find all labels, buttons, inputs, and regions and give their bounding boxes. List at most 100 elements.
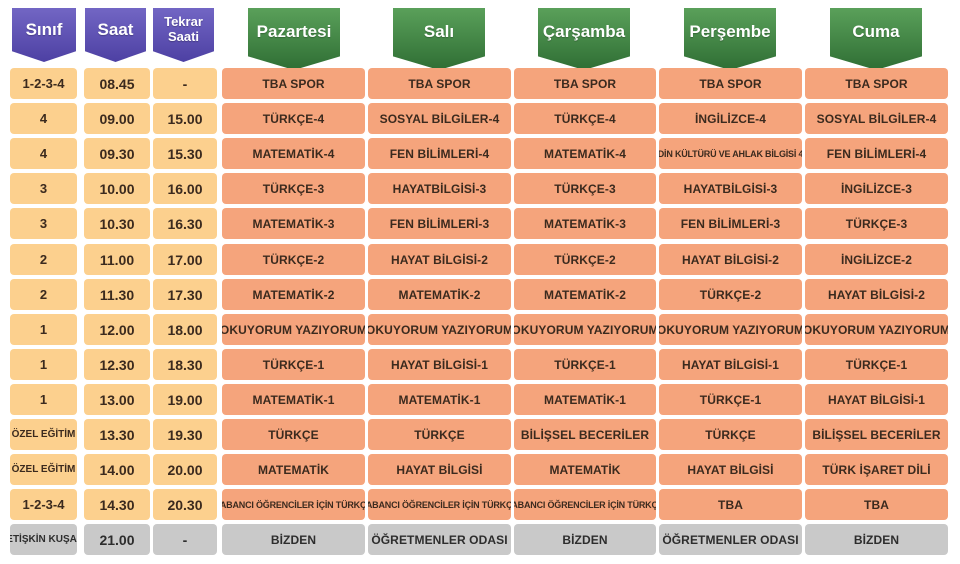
header-day-sali: Salı — [393, 8, 485, 70]
persembe-cell: ÖĞRETMENLER ODASI — [659, 524, 802, 555]
tekrar-saati-cell: 18.30 — [153, 349, 217, 380]
cuma-cell: BİLİŞSEL BECERİLER — [805, 419, 948, 450]
persembe-cell: OKUYORUM YAZIYORUM — [659, 314, 802, 345]
sali-cell: YABANCI ÖĞRENCİLER İÇİN TÜRKÇE — [368, 489, 511, 520]
cuma-cell: İNGİLİZCE-2 — [805, 244, 948, 275]
persembe-cell: HAYAT BİLGİSİ — [659, 454, 802, 485]
sinif-cell: 2 — [10, 279, 77, 310]
tekrar-saati-cell: 15.30 — [153, 138, 217, 169]
sali-cell: MATEMATİK-2 — [368, 279, 511, 310]
persembe-cell: HAYATBİLGİSİ-3 — [659, 173, 802, 204]
sali-cell: ÖĞRETMENLER ODASI — [368, 524, 511, 555]
sinif-cell: 1 — [10, 384, 77, 415]
sinif-cell: 1 — [10, 314, 77, 345]
cuma-cell: TBA — [805, 489, 948, 520]
sali-cell: HAYAT BİLGİSİ-1 — [368, 349, 511, 380]
header-day-label: Çarşamba — [542, 22, 626, 41]
sinif-cell: YETİŞKİN KUŞAĞI — [10, 524, 77, 555]
persembe-cell: HAYAT BİLGİSİ-2 — [659, 244, 802, 275]
sinif-cell: ÖZEL EĞİTİM — [10, 419, 77, 450]
sali-cell: SOSYAL BİLGİLER-4 — [368, 103, 511, 134]
pazartesi-cell: BİZDEN — [222, 524, 365, 555]
carsamba-cell: TÜRKÇE-2 — [514, 244, 656, 275]
sinif-cell: 1-2-3-4 — [10, 68, 77, 99]
header-day-label: Perşembe — [689, 22, 771, 41]
tekrar-saati-cell: 18.00 — [153, 314, 217, 345]
pazartesi-cell: TÜRKÇE-4 — [222, 103, 365, 134]
saat-cell: 12.00 — [84, 314, 150, 345]
persembe-cell: TBA — [659, 489, 802, 520]
pazartesi-cell: MATEMATİK-3 — [222, 208, 365, 239]
carsamba-cell: OKUYORUM YAZIYORUM — [514, 314, 656, 345]
cuma-cell: TÜRK İŞARET DİLİ — [805, 454, 948, 485]
saat-cell: 12.30 — [84, 349, 150, 380]
header-day-carsamba: Çarşamba — [538, 8, 630, 70]
header-day-label: Pazartesi — [256, 22, 332, 41]
cuma-cell: OKUYORUM YAZIYORUM — [805, 314, 948, 345]
carsamba-cell: MATEMATİK-1 — [514, 384, 656, 415]
sinif-cell: ÖZEL EĞİTİM — [10, 454, 77, 485]
persembe-cell: TÜRKÇE — [659, 419, 802, 450]
saat-cell: 13.30 — [84, 419, 150, 450]
carsamba-cell: MATEMATİK-4 — [514, 138, 656, 169]
carsamba-cell: YABANCI ÖĞRENCİLER İÇİN TÜRKÇE — [514, 489, 656, 520]
cuma-cell: TBA SPOR — [805, 68, 948, 99]
carsamba-cell: TÜRKÇE-4 — [514, 103, 656, 134]
tekrar-saati-cell: 15.00 — [153, 103, 217, 134]
tekrar-saati-cell: - — [153, 68, 217, 99]
sinif-cell: 3 — [10, 208, 77, 239]
cuma-cell: TÜRKÇE-1 — [805, 349, 948, 380]
cuma-cell: BİZDEN — [805, 524, 948, 555]
pazartesi-cell: TBA SPOR — [222, 68, 365, 99]
cuma-cell: TÜRKÇE-3 — [805, 208, 948, 239]
carsamba-cell: TBA SPOR — [514, 68, 656, 99]
header-sinif-label: Sınıf — [25, 19, 63, 39]
saat-cell: 13.00 — [84, 384, 150, 415]
sinif-cell: 3 — [10, 173, 77, 204]
carsamba-cell: TÜRKÇE-1 — [514, 349, 656, 380]
pazartesi-cell: YABANCI ÖĞRENCİLER İÇİN TÜRKÇE — [222, 489, 365, 520]
tekrar-saati-cell: 20.30 — [153, 489, 217, 520]
pazartesi-cell: MATEMATİK-2 — [222, 279, 365, 310]
tekrar-saati-cell: 16.30 — [153, 208, 217, 239]
saat-cell: 08.45 — [84, 68, 150, 99]
persembe-cell: TÜRKÇE-2 — [659, 279, 802, 310]
saat-cell: 09.30 — [84, 138, 150, 169]
header-sinif: Sınıf — [12, 8, 76, 62]
pazartesi-cell: TÜRKÇE-1 — [222, 349, 365, 380]
carsamba-cell: MATEMATİK-2 — [514, 279, 656, 310]
tekrar-saati-cell: - — [153, 524, 217, 555]
pazartesi-cell: TÜRKÇE-3 — [222, 173, 365, 204]
header-day-label: Salı — [423, 22, 455, 41]
persembe-cell: İNGİLİZCE-4 — [659, 103, 802, 134]
saat-cell: 21.00 — [84, 524, 150, 555]
header-tekrar-line2: Saati — [167, 29, 200, 44]
header-tekrar-saati: Tekrar Saati — [153, 8, 214, 62]
sali-cell: TBA SPOR — [368, 68, 511, 99]
sinif-cell: 4 — [10, 103, 77, 134]
tekrar-saati-cell: 19.30 — [153, 419, 217, 450]
saat-cell: 11.00 — [84, 244, 150, 275]
sali-cell: HAYATBİLGİSİ-3 — [368, 173, 511, 204]
header-day-persembe: Perşembe — [684, 8, 776, 70]
cuma-cell: İNGİLİZCE-3 — [805, 173, 948, 204]
tekrar-saati-cell: 19.00 — [153, 384, 217, 415]
pazartesi-cell: OKUYORUM YAZIYORUM — [222, 314, 365, 345]
saat-cell: 10.30 — [84, 208, 150, 239]
saat-cell: 09.00 — [84, 103, 150, 134]
carsamba-cell: MATEMATİK — [514, 454, 656, 485]
persembe-cell: HAYAT BİLGİSİ-1 — [659, 349, 802, 380]
carsamba-cell: TÜRKÇE-3 — [514, 173, 656, 204]
carsamba-cell: MATEMATİK-3 — [514, 208, 656, 239]
pazartesi-cell: MATEMATİK-1 — [222, 384, 365, 415]
persembe-cell: FEN BİLİMLERİ-3 — [659, 208, 802, 239]
sali-cell: OKUYORUM YAZIYORUM — [368, 314, 511, 345]
header-day-label: Cuma — [852, 22, 900, 41]
sali-cell: HAYAT BİLGİSİ-2 — [368, 244, 511, 275]
saat-cell: 10.00 — [84, 173, 150, 204]
sinif-cell: 1-2-3-4 — [10, 489, 77, 520]
saat-cell: 14.00 — [84, 454, 150, 485]
saat-cell: 11.30 — [84, 279, 150, 310]
header-saat: Saat — [85, 8, 146, 62]
saat-cell: 14.30 — [84, 489, 150, 520]
